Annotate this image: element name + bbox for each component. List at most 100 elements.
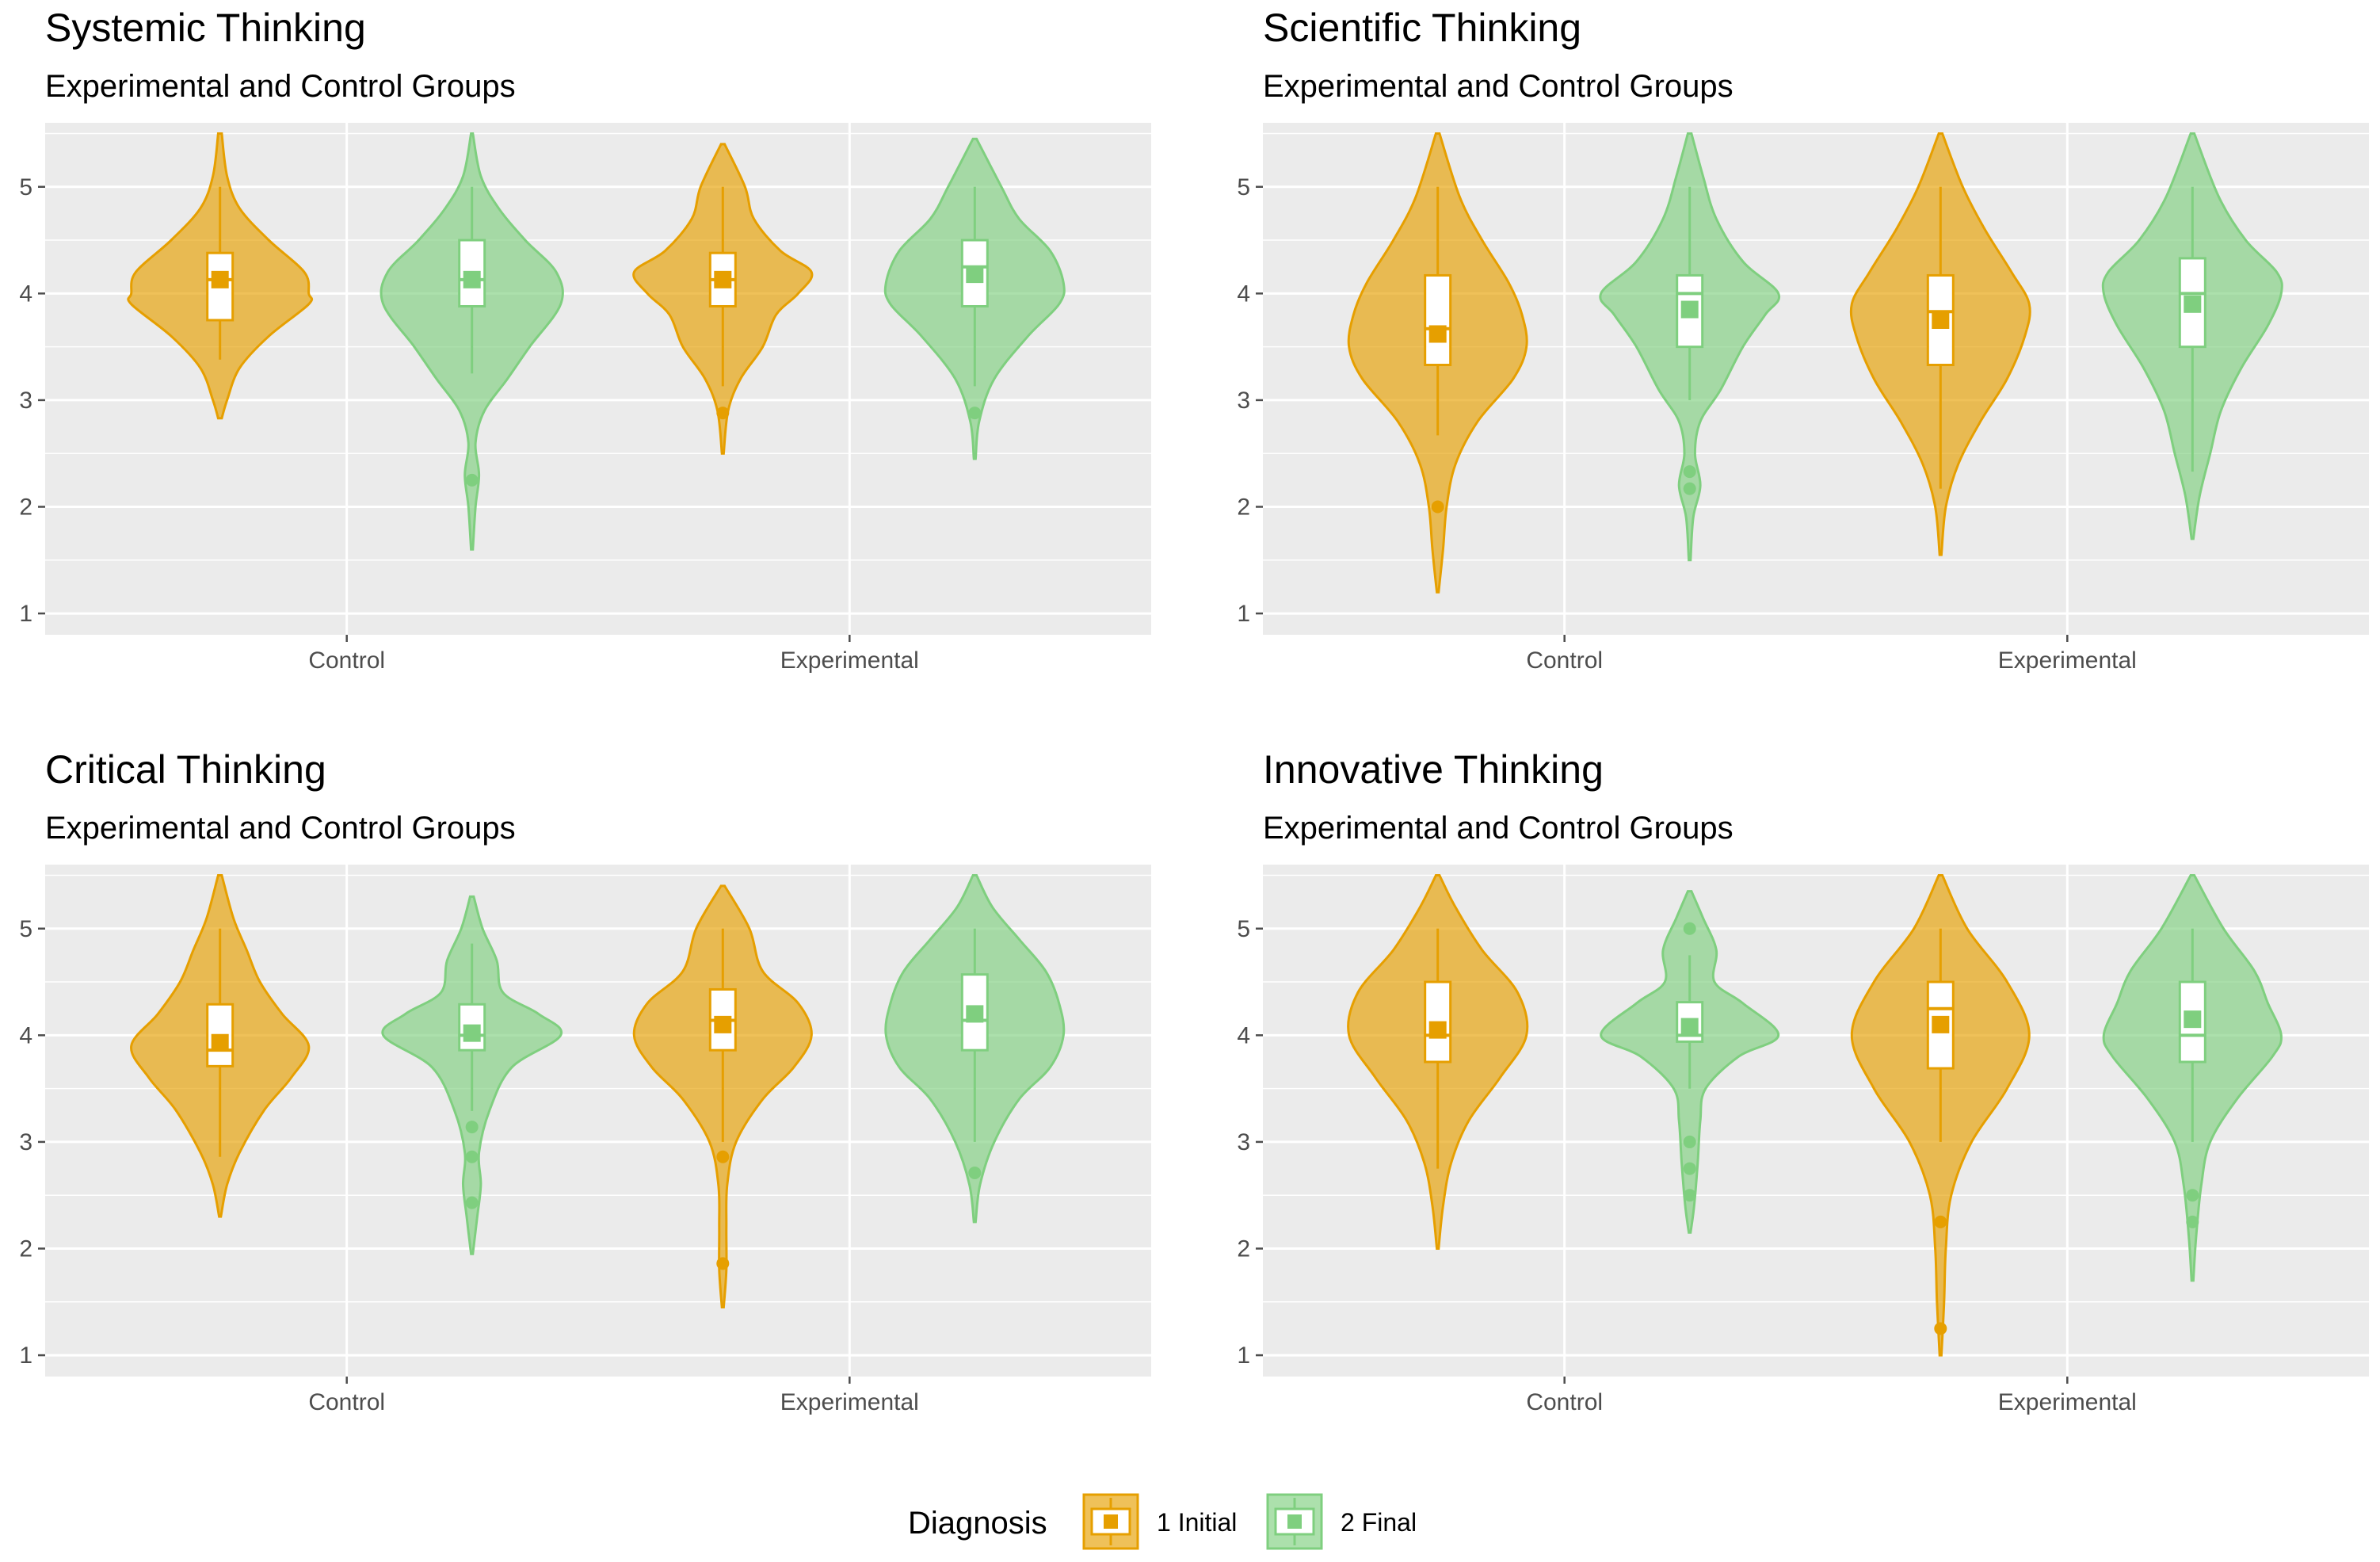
y-tick-label: 5 <box>1237 916 1250 942</box>
legend-key <box>1082 1493 1139 1550</box>
outlier-point <box>968 407 982 420</box>
y-tick-label: 1 <box>19 601 32 627</box>
mean-marker <box>714 270 732 288</box>
y-tick-label: 2 <box>1237 1236 1250 1262</box>
violin-group <box>1599 132 1781 562</box>
outlier-point <box>465 1196 479 1209</box>
panel-title: Critical Thinking <box>45 747 326 792</box>
violin-group <box>2101 132 2283 540</box>
y-tick-label: 2 <box>1237 495 1250 521</box>
mean-marker <box>463 1024 481 1042</box>
y-tick-label: 1 <box>1237 601 1250 627</box>
violin-group <box>2102 874 2283 1282</box>
chart-panel: Systemic Thinking Experimental and Contro… <box>19 6 1151 674</box>
violin-group <box>632 143 814 455</box>
violin-group <box>1347 874 1529 1250</box>
violin-group <box>1850 874 2031 1357</box>
outlier-point <box>465 1121 479 1134</box>
violin-group <box>884 874 1066 1224</box>
y-tick-label: 4 <box>1237 1022 1250 1048</box>
outlier-point <box>1431 500 1444 514</box>
outlier-point <box>1683 482 1696 495</box>
legend-key-mean <box>1104 1514 1118 1529</box>
panels: Systemic Thinking Experimental and Contro… <box>19 6 2369 1415</box>
mean-marker <box>1680 1018 1699 1036</box>
violin-group <box>1849 132 2031 556</box>
outlier-point <box>1683 922 1696 935</box>
y-tick-label: 1 <box>19 1342 32 1369</box>
panel-title: Scientific Thinking <box>1263 6 1581 50</box>
mean-marker <box>1680 300 1699 319</box>
outlier-point <box>1683 465 1696 479</box>
outlier-point <box>1683 1135 1696 1148</box>
outlier-point <box>716 1257 730 1270</box>
mean-marker <box>211 1033 229 1052</box>
y-tick-label: 3 <box>19 388 32 414</box>
legend-title: Diagnosis <box>908 1506 1047 1541</box>
x-tick-label: Experimental <box>780 1389 919 1415</box>
mean-marker <box>966 1005 984 1023</box>
mean-marker <box>1932 311 1950 329</box>
panel-subtitle: Experimental and Control Groups <box>45 69 516 104</box>
y-tick-label: 2 <box>19 495 32 521</box>
violin-group <box>127 132 314 420</box>
outlier-point <box>716 1150 730 1163</box>
y-tick-label: 3 <box>19 1129 32 1155</box>
violin-group <box>130 874 311 1218</box>
outlier-point <box>2186 1189 2199 1202</box>
outlier-point <box>465 473 479 487</box>
violin-group <box>1600 890 1780 1234</box>
outlier-point <box>1683 1162 1696 1175</box>
outlier-point <box>2186 1215 2199 1228</box>
y-tick-label: 4 <box>19 281 32 307</box>
y-tick-label: 5 <box>19 174 32 201</box>
violin-group <box>883 137 1066 460</box>
x-tick-label: Control <box>308 647 385 674</box>
x-tick-label: Control <box>1526 647 1603 674</box>
legend: Diagnosis 1 Initial 2 Final <box>908 1493 1417 1550</box>
panel-title: Systemic Thinking <box>45 6 366 50</box>
y-tick-label: 1 <box>1237 1342 1250 1369</box>
outlier-point <box>716 407 730 420</box>
chart-panel: Scientific Thinking Experimental and Cont… <box>1237 6 2369 674</box>
y-tick-label: 3 <box>1237 1129 1250 1155</box>
y-tick-label: 2 <box>19 1236 32 1262</box>
outlier-point <box>968 1166 982 1179</box>
mean-marker <box>1932 1015 1950 1033</box>
y-tick-label: 5 <box>19 916 32 942</box>
outlier-point <box>1934 1215 1947 1228</box>
panel-subtitle: Experimental and Control Groups <box>1263 811 1734 846</box>
panel-subtitle: Experimental and Control Groups <box>45 811 516 846</box>
mean-marker <box>463 270 481 288</box>
legend-label: 1 Initial <box>1157 1508 1237 1537</box>
legend-key-mean <box>1287 1514 1302 1529</box>
legend-key <box>1266 1493 1323 1550</box>
y-tick-label: 3 <box>1237 388 1250 414</box>
x-tick-label: Experimental <box>1998 647 2137 674</box>
violin-group <box>1347 132 1528 594</box>
x-tick-label: Experimental <box>780 647 919 674</box>
panel-title: Innovative Thinking <box>1263 747 1604 792</box>
y-tick-label: 4 <box>19 1022 32 1048</box>
outlier-point <box>465 1150 479 1163</box>
outlier-point <box>1934 1322 1947 1335</box>
violin-group <box>381 895 563 1255</box>
legend-label: 2 Final <box>1341 1508 1417 1537</box>
outlier-point <box>1683 1189 1696 1202</box>
x-tick-label: Control <box>308 1389 385 1415</box>
violin-group <box>380 132 564 551</box>
box <box>1424 273 1452 367</box>
mean-marker <box>966 265 984 284</box>
y-tick-label: 4 <box>1237 281 1250 307</box>
panel-subtitle: Experimental and Control Groups <box>1263 69 1734 104</box>
mean-marker <box>2184 1010 2202 1029</box>
violin-group <box>632 884 813 1308</box>
mean-marker <box>1428 325 1447 343</box>
x-tick-label: Control <box>1526 1389 1603 1415</box>
mean-marker <box>1428 1021 1447 1039</box>
y-tick-label: 5 <box>1237 174 1250 201</box>
mean-marker <box>211 270 229 288</box>
x-tick-label: Experimental <box>1998 1389 2137 1415</box>
mean-marker <box>714 1015 732 1033</box>
